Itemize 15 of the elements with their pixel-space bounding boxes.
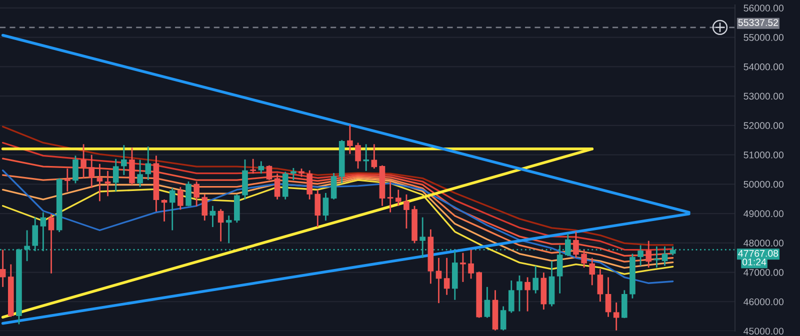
text: 01:24 bbox=[742, 258, 766, 266]
y-tick-label: 47000.00 bbox=[744, 268, 784, 276]
y-tick-label: 55000.00 bbox=[744, 34, 784, 41]
y-tick-label: 53000.00 bbox=[744, 92, 784, 100]
y-tick-label: 50000.00 bbox=[744, 180, 784, 188]
y-tick-label: 49000.00 bbox=[744, 210, 784, 218]
y-tick-label: 51000.00 bbox=[744, 152, 784, 158]
y-tick-label: 46000.00 bbox=[744, 298, 784, 306]
y-tick-label: 54000.00 bbox=[744, 63, 784, 70]
y-tick-label: 52000.00 bbox=[744, 122, 784, 130]
y-tick-label: 45000.00 bbox=[744, 328, 784, 335]
ref-line-label: 55337.52 bbox=[738, 19, 778, 26]
y-tick-label: 48000.00 bbox=[744, 240, 784, 247]
ref-line-label: 47767.08 bbox=[738, 250, 778, 257]
y-tick-label: 56000.00 bbox=[744, 4, 784, 12]
